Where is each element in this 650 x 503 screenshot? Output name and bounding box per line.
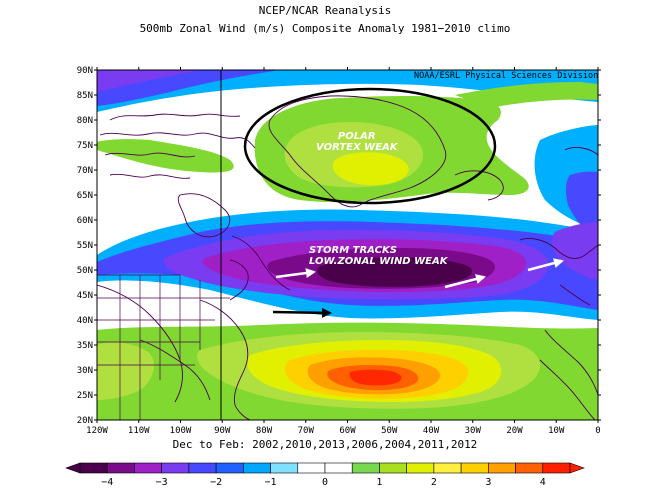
- lat-label: 35N: [77, 341, 93, 351]
- colorbar-segment: [243, 462, 271, 474]
- colorbar-label: 0: [322, 477, 328, 488]
- lon-label: 70W: [298, 426, 315, 436]
- latitude-labels: 90N 85N 80N 75N 70N 65N 60N 55N 50N 45N 40N 35N 30N 2…: [77, 66, 93, 426]
- lon-label: 10W: [548, 426, 565, 436]
- map-subtitle: 500mb Zonal Wind (m/s) Composite Anomaly…: [139, 22, 511, 35]
- lon-label: 120W: [86, 426, 108, 436]
- lat-label: 45N: [77, 291, 93, 301]
- storm-track-annotation: STORM TRACKS LOW.ZONAL WIND WEAK: [309, 245, 447, 267]
- lat-label: 65N: [77, 191, 93, 201]
- lon-label: 90W: [214, 426, 231, 436]
- colorbar-segment: [515, 462, 544, 474]
- flow-arrow-black: [272, 307, 332, 318]
- lon-label: 110W: [128, 426, 150, 436]
- longitude-labels: 120W 110W 100W 90W 80W 70W 60W 50W 40W 30W 20W 10W 0: [86, 426, 601, 436]
- colorbar-min-arrow: [65, 462, 81, 474]
- polar-label-line2: VORTEX WEAK: [316, 142, 398, 153]
- colorbar: [65, 462, 585, 474]
- political-borders: [97, 70, 230, 420]
- colorbar-segment: [433, 462, 462, 474]
- lon-label: 100W: [170, 426, 192, 436]
- colorbar-max-arrow: [569, 462, 585, 474]
- credit-text: NOAA/ESRL Physical Sciences Division: [414, 71, 599, 81]
- lon-label: 80W: [256, 426, 273, 436]
- lat-label: 55N: [77, 241, 93, 251]
- lon-label: 20W: [506, 426, 523, 436]
- lat-label: 80N: [77, 116, 93, 126]
- lat-label: 90N: [77, 66, 93, 76]
- map-title: NCEP/NCAR Reanalysis: [258, 4, 392, 17]
- polar-vortex-annotation: POLAR VORTEX WEAK: [316, 131, 398, 153]
- lat-label: 40N: [77, 316, 93, 326]
- lat-label: 25N: [77, 391, 93, 401]
- colorbar-segment: [215, 462, 244, 474]
- coastlines: [97, 95, 598, 420]
- colorbar-segment: [488, 462, 516, 474]
- colorbar-segment: [351, 462, 380, 474]
- lon-label: 0: [595, 426, 600, 436]
- lon-label: 50W: [381, 426, 398, 436]
- colorbar-label: −4: [101, 477, 113, 488]
- colorbar-segment: [79, 462, 108, 474]
- lon-label: 30W: [465, 426, 482, 436]
- colorbar-label: −2: [210, 477, 222, 488]
- lat-label: 60N: [77, 216, 93, 226]
- lon-label: 60W: [339, 426, 356, 436]
- colorbar-segment: [161, 462, 190, 474]
- lat-label: 30N: [77, 366, 93, 376]
- colorbar-labels: −4 −3 −2 −1 0 1 2 3 4: [101, 477, 546, 488]
- colorbar-segment: [406, 462, 435, 474]
- colorbar-segment: [270, 462, 299, 474]
- colorbar-segment: [134, 462, 162, 474]
- lat-label: 20N: [77, 416, 93, 426]
- colorbar-segment: [324, 462, 353, 474]
- colorbar-segment: [106, 462, 135, 474]
- colorbar-segment: [379, 462, 407, 474]
- colorbar-label: −3: [156, 477, 168, 488]
- polar-label-line1: POLAR: [337, 131, 376, 142]
- axis-ticks: [94, 67, 601, 423]
- flow-arrow: [444, 274, 486, 289]
- period-caption: Dec to Feb: 2002,2010,2013,2006,2004,201…: [172, 438, 478, 451]
- flow-arrow: [275, 268, 316, 279]
- lat-label: 75N: [77, 141, 93, 151]
- colorbar-segment: [542, 462, 571, 474]
- colorbar-segment: [297, 462, 326, 474]
- lat-label: 50N: [77, 266, 93, 276]
- colorbar-segment: [188, 462, 217, 474]
- colorbar-label: 1: [376, 477, 382, 488]
- colorbar-segment: [460, 462, 489, 474]
- lon-label: 40W: [423, 426, 440, 436]
- colorbar-label: 2: [431, 477, 437, 488]
- colorbar-label: −1: [265, 477, 277, 488]
- lat-label: 70N: [77, 166, 93, 176]
- flow-arrow: [527, 258, 564, 272]
- colorbar-label: 4: [540, 477, 546, 488]
- lat-label: 85N: [77, 91, 93, 101]
- storm-label-line2: LOW.ZONAL WIND WEAK: [309, 256, 448, 267]
- polar-vortex-circle: [243, 87, 497, 205]
- storm-label-line1: STORM TRACKS: [309, 245, 397, 256]
- colorbar-label: 3: [485, 477, 491, 488]
- anomaly-field: [97, 70, 598, 420]
